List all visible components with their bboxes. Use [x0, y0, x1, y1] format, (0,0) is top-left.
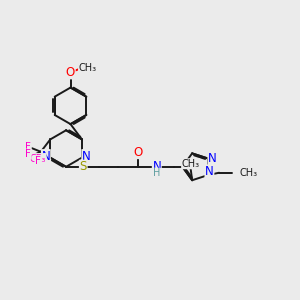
Text: O: O [66, 66, 75, 79]
Text: CF₃: CF₃ [30, 154, 46, 164]
Text: O: O [133, 146, 142, 159]
Text: F: F [25, 149, 31, 159]
Text: F: F [35, 156, 41, 166]
Text: F: F [25, 142, 31, 152]
Text: N: N [41, 150, 50, 163]
Text: CH₃: CH₃ [240, 168, 258, 178]
Text: CH₃: CH₃ [79, 63, 97, 73]
Text: CH₃: CH₃ [182, 159, 200, 169]
Text: H: H [153, 168, 160, 178]
Text: S: S [80, 160, 87, 173]
Text: N: N [82, 150, 91, 163]
Text: N: N [205, 165, 214, 178]
Text: N: N [152, 160, 161, 173]
Text: N: N [208, 152, 217, 165]
